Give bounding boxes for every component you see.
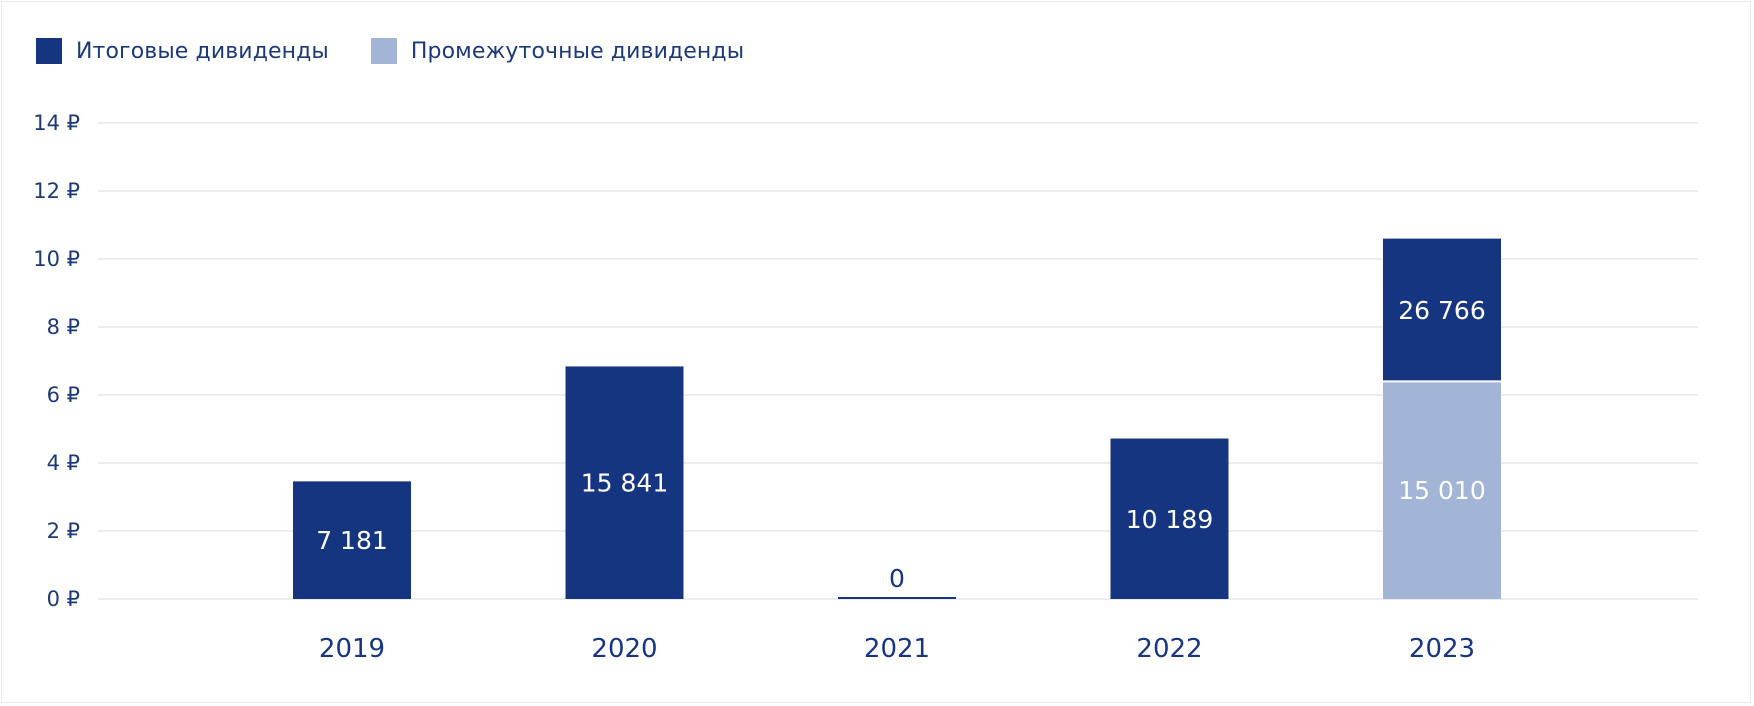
y-tick-label: 4 ₽ <box>47 451 80 475</box>
chart-legend: Итоговые дивиденды Промежуточные дивиден… <box>36 38 786 64</box>
x-category-label: 2020 <box>591 634 657 664</box>
y-tick-label: 14 ₽ <box>33 111 80 135</box>
bar-label-final-2023: 26 766 <box>1398 296 1485 325</box>
legend-label-interim: Промежуточные дивиденды <box>410 38 745 64</box>
x-category-label: 2021 <box>864 634 930 664</box>
legend-label-final: Итоговые дивиденды <box>76 38 329 64</box>
bar-final-2021 <box>838 597 956 599</box>
bar-label-final-2019: 7 181 <box>316 526 388 555</box>
bar-label-final-2021: 0 <box>889 564 905 593</box>
bar-label-interim-2023: 15 010 <box>1398 476 1485 505</box>
bar-label-final-2020: 15 841 <box>581 469 668 498</box>
y-tick-label: 0 ₽ <box>47 587 80 611</box>
legend-item-interim: Промежуточные дивиденды <box>370 38 745 64</box>
bars-layer <box>293 238 1501 599</box>
y-tick-label: 12 ₽ <box>33 179 80 203</box>
x-category-label: 2023 <box>1409 634 1475 664</box>
x-category-label: 2019 <box>319 634 385 664</box>
y-tick-label: 10 ₽ <box>33 247 80 271</box>
x-axis-categories: 2019 2020 2021 2022 2023 <box>319 634 1475 664</box>
bar-final-2019 <box>293 481 411 599</box>
bar-final-2020 <box>565 366 684 599</box>
y-tick-label: 8 ₽ <box>47 315 80 339</box>
bar-labels-layer: 15 010 7 181 15 841 0 10 189 26 766 <box>316 296 1486 593</box>
y-tick-label: 2 ₽ <box>47 519 80 543</box>
bar-final-2023 <box>1383 238 1501 382</box>
x-category-label: 2022 <box>1136 634 1202 664</box>
y-tick-label: 6 ₽ <box>47 383 80 407</box>
bar-label-final-2022: 10 189 <box>1126 505 1213 534</box>
legend-item-final: Итоговые дивиденды <box>36 38 329 64</box>
bar-interim-2023 <box>1383 381 1501 599</box>
bar-final-2022 <box>1110 438 1229 599</box>
legend-swatch-final <box>36 38 62 64</box>
legend-swatch-interim <box>370 38 397 64</box>
y-axis-ticks: 0 ₽ 2 ₽ 4 ₽ 6 ₽ 8 ₽ 10 ₽ 12 ₽ 14 ₽ <box>33 111 80 611</box>
